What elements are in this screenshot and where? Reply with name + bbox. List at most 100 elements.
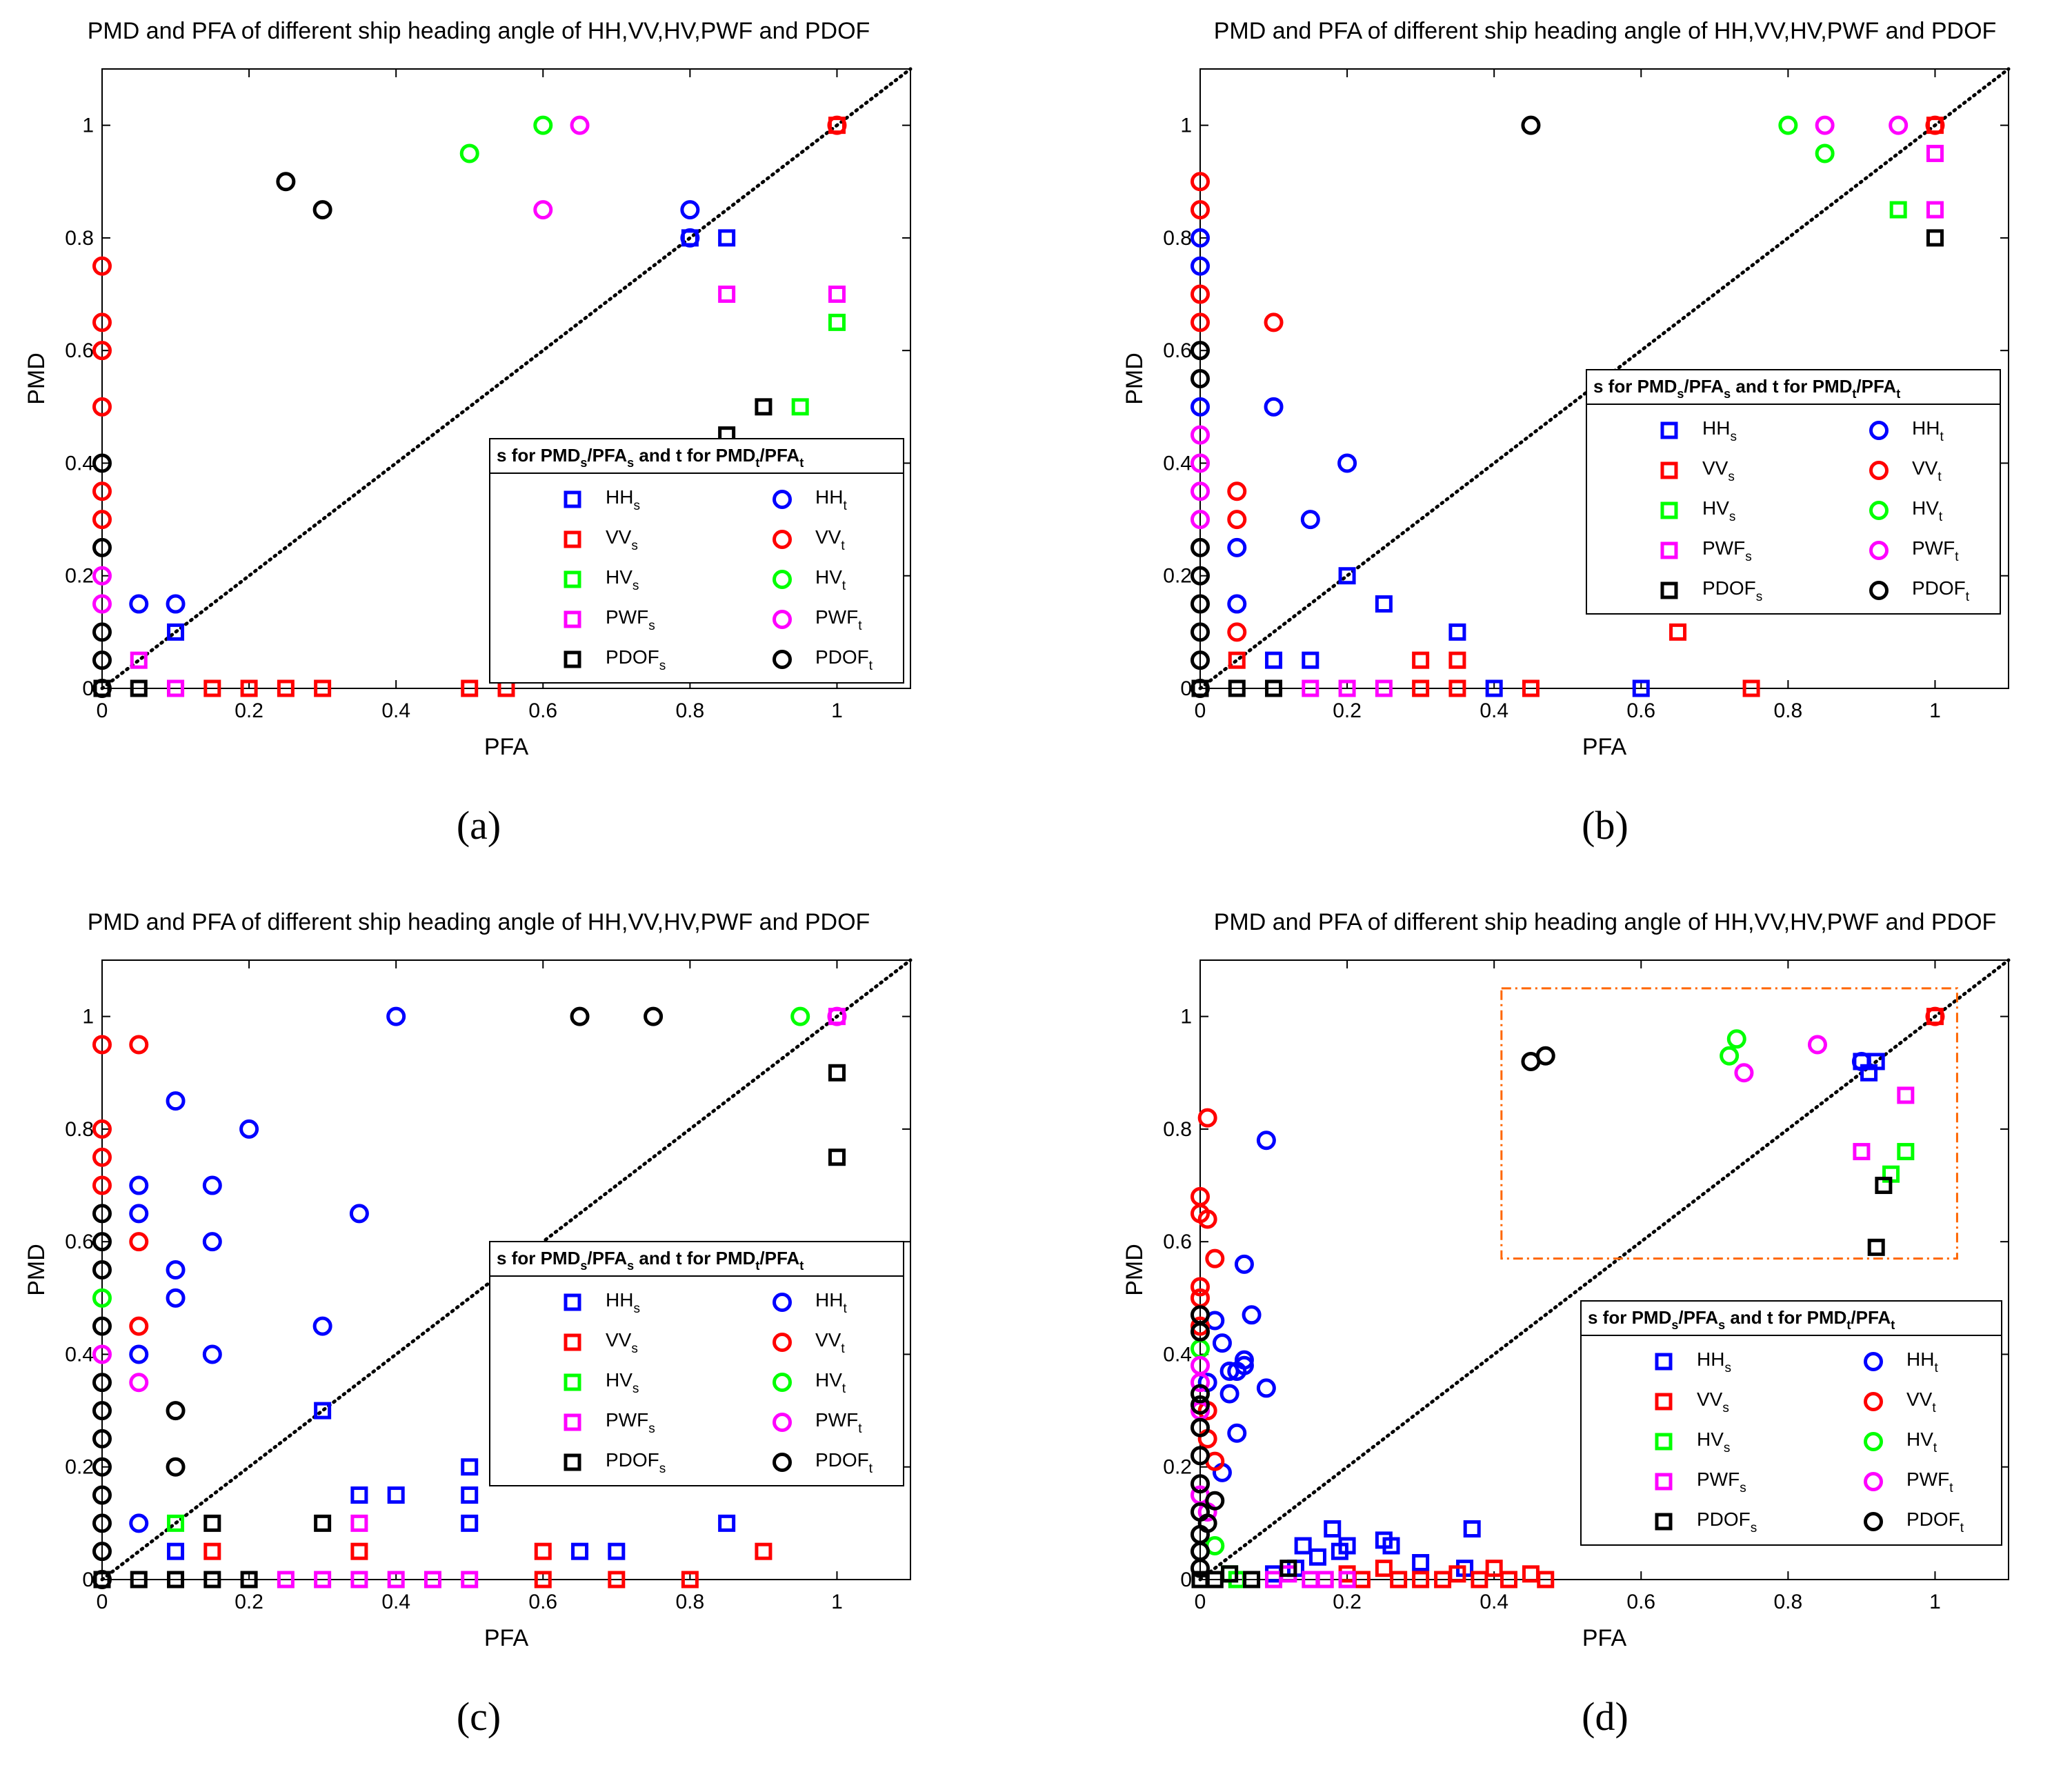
y-tick-label: 0.4	[65, 452, 94, 475]
legend-marker-pwf-t	[773, 610, 792, 629]
legend-label-pwf-t: PWFt	[1912, 537, 1959, 564]
legend-label-vv-t: VVt	[1906, 1388, 1936, 1415]
chart-panel-2: PMD and PFA of different ship heading an…	[1122, 18, 2011, 848]
point-pdof-t	[92, 1204, 112, 1224]
point-hh-t	[1234, 1355, 1254, 1375]
legend-label-hh-t: HHt	[815, 1289, 847, 1316]
point-hh-s	[350, 1486, 368, 1504]
point-vv-t	[1191, 284, 1210, 304]
y-tick-label: 0.6	[1163, 1231, 1192, 1253]
point-pdof-s	[1926, 229, 1944, 247]
point-pwf-s	[387, 1571, 405, 1589]
point-pdof-t	[92, 1401, 112, 1421]
point-vv-t	[92, 397, 112, 417]
legend-label-hh-s: HHs	[606, 1289, 640, 1316]
point-pdof-s	[1265, 679, 1283, 697]
point-hh-s	[1375, 595, 1393, 613]
x-tick-label: 1	[1929, 699, 1941, 722]
point-hh-s	[1308, 1548, 1326, 1566]
legend: s for PMDs/PFAs and t for PMDt/PFAt HHs HH…	[489, 1241, 904, 1486]
legend-marker-pdof-s	[564, 650, 581, 668]
legend-label-pwf-s: PWFs	[606, 1409, 655, 1436]
point-hh-s	[167, 1542, 185, 1560]
legend-marker-pdof-t	[773, 650, 792, 669]
legend-marker-vv-t	[1869, 461, 1889, 480]
legend-marker-vv-t	[773, 1333, 792, 1352]
point-vv-t	[92, 312, 112, 332]
point-pdof-s	[755, 398, 773, 416]
point-vv-t	[827, 115, 847, 135]
x-tick-label: 1	[831, 1591, 843, 1613]
x-axis-label: PFA	[484, 1625, 529, 1651]
point-hv-t	[92, 1288, 112, 1308]
point-pdof-s	[240, 1571, 258, 1589]
point-vv-t	[1227, 622, 1247, 642]
point-pwf-s	[1926, 201, 1944, 219]
legend-marker-hv-t	[1869, 501, 1889, 520]
y-tick-label: 0.6	[65, 1231, 94, 1253]
reference-diagonal-line	[1198, 958, 2011, 1582]
legend-marker-pdof-s	[1655, 1513, 1673, 1531]
point-hv-s	[1889, 201, 1907, 219]
data-points	[1191, 115, 1945, 698]
x-tick-label: 0.8	[676, 1591, 705, 1613]
point-hh-t	[1337, 453, 1357, 473]
point-hh-t	[1191, 397, 1210, 417]
legend-label-hv-t: HVt	[815, 566, 846, 593]
point-vv-s	[608, 1571, 626, 1589]
point-pwf-s	[424, 1571, 441, 1589]
point-pdof-s	[1867, 1238, 1885, 1256]
point-pdof-t	[312, 200, 332, 220]
point-pdof-t	[1191, 594, 1210, 614]
legend-label-hh-s: HHs	[606, 486, 640, 513]
point-vv-s	[461, 679, 479, 697]
point-hh-t	[1227, 537, 1247, 557]
legend-marker-hh-t	[1869, 421, 1889, 440]
point-pwf-s	[167, 679, 185, 697]
point-pwf-s	[1316, 1571, 1334, 1589]
x-tick-label: 0	[97, 1591, 108, 1613]
point-hh-t	[1227, 1423, 1247, 1443]
x-tick-label: 0	[1195, 1591, 1206, 1613]
y-axis-label: PMD	[23, 1244, 50, 1296]
point-hv-t	[459, 143, 479, 163]
chart-title: PMD and PFA of different ship heading an…	[1214, 909, 1997, 935]
x-tick-label: 0.8	[1774, 1591, 1803, 1613]
point-pwf-s	[1375, 679, 1393, 697]
point-pdof-s	[167, 1571, 185, 1589]
point-hh-t	[1300, 510, 1320, 530]
legend-label-hh-t: HHt	[1906, 1348, 1938, 1375]
point-hv-s	[828, 313, 846, 331]
point-hh-s	[1338, 567, 1356, 585]
point-hh-t	[129, 1344, 149, 1364]
x-tick-label: 0.2	[1333, 1591, 1362, 1613]
y-tick-label: 0.2	[1163, 565, 1192, 588]
point-pdof-s	[130, 1571, 148, 1589]
x-axis-label: PFA	[1582, 1625, 1627, 1651]
legend-marker-pwf-s	[564, 610, 581, 628]
point-hh-s	[461, 1458, 479, 1476]
point-vv-s	[1375, 1560, 1393, 1577]
y-tick-label: 0.8	[65, 227, 94, 250]
point-pdof-t	[92, 1232, 112, 1252]
point-hv-s	[167, 1514, 185, 1532]
point-vv-t	[1191, 172, 1210, 192]
point-pwf-t	[92, 1344, 112, 1364]
point-hh-t	[166, 594, 186, 614]
point-vv-t	[1197, 1209, 1217, 1229]
point-hh-t	[1219, 1384, 1239, 1404]
legend-marker-vv-t	[773, 530, 792, 549]
panel-label: (c)	[457, 1694, 501, 1739]
point-hh-s	[1265, 651, 1283, 669]
point-hh-s	[1302, 651, 1319, 669]
point-pwf-t	[1191, 481, 1210, 501]
legend-label-pdof-t: PDOFt	[815, 1449, 873, 1476]
x-tick-label: 0.2	[235, 699, 263, 722]
y-tick-label: 1	[1180, 1006, 1192, 1028]
point-pdof-t	[92, 537, 112, 557]
highlight-box	[1500, 987, 1958, 1260]
legend: s for PMDs/PFAs and t for PMDt/PFAt HHs HH…	[1580, 1300, 2002, 1546]
point-vv-s	[534, 1542, 552, 1560]
point-pdof-t	[166, 1401, 186, 1421]
point-vv-t	[1191, 1316, 1210, 1336]
